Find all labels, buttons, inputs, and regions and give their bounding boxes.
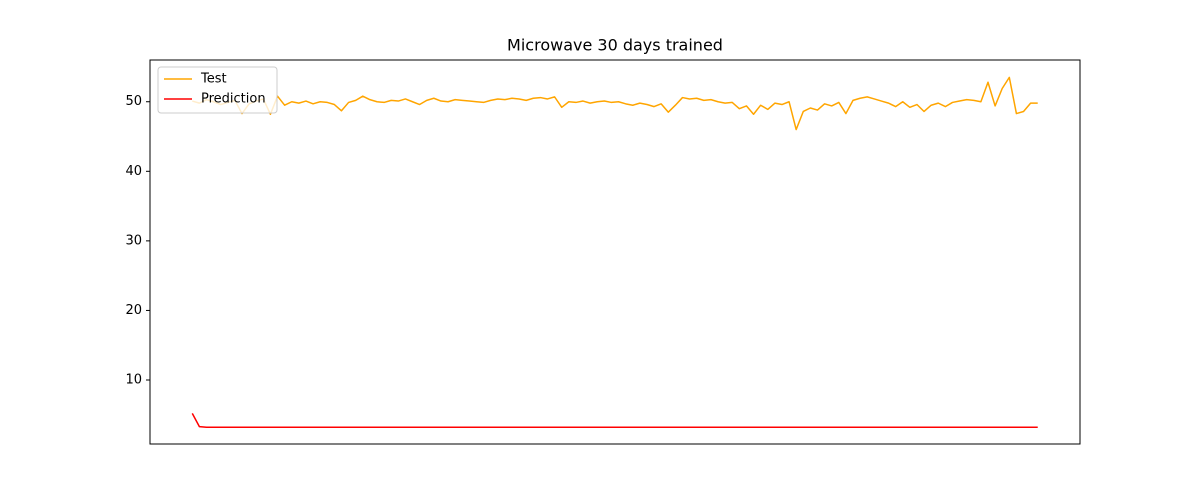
y-tick-label: 10 xyxy=(125,373,142,388)
y-tick-label: 20 xyxy=(125,303,142,318)
y-tick-label: 50 xyxy=(125,94,142,109)
plot-frame xyxy=(149,59,1081,445)
line-series xyxy=(192,76,1038,131)
y-tick-label: 40 xyxy=(125,164,142,179)
legend-label: Prediction xyxy=(201,92,266,107)
y-tick-label: 30 xyxy=(125,233,142,248)
chart-title: Microwave 30 days trained xyxy=(507,36,723,55)
legend-label: Test xyxy=(200,72,227,87)
line-series xyxy=(191,413,1038,429)
